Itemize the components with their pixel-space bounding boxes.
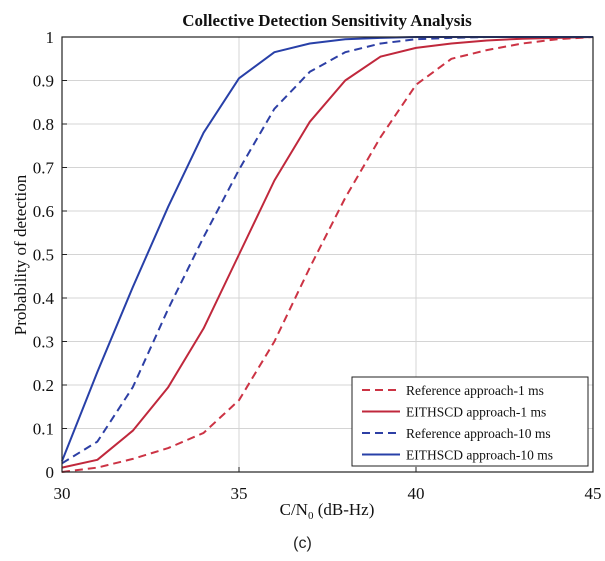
- legend-label-1: Reference approach-1 ms: [406, 383, 544, 398]
- x-tick-label: 45: [585, 484, 602, 503]
- legend: Reference approach-1 ms EITHSCD approach-…: [351, 376, 589, 467]
- x-axis-label-main: C/N: [280, 500, 308, 519]
- y-tick-label: 0.6: [33, 202, 54, 221]
- legend-label-3: Reference approach-10 ms: [406, 426, 551, 441]
- x-tick-label: 30: [54, 484, 71, 503]
- y-axis-label: Probability of detection: [11, 174, 30, 335]
- y-tick-label: 0.2: [33, 376, 54, 395]
- y-tick-label: 0.9: [33, 72, 54, 91]
- line-chart: 30 35 40 45 0 0.1 0.2 0.3 0.4 0.5 0.6 0.7 0.8 0.9 1 C…: [11, 11, 602, 522]
- x-tick-label: 40: [408, 484, 425, 503]
- chart-title: Collective Detection Sensitivity Analysi…: [182, 11, 472, 30]
- x-axis-label-unit: (dB-Hz): [313, 500, 374, 519]
- y-tick-label: 0.5: [33, 246, 54, 265]
- legend-box: [351, 376, 589, 467]
- x-tick-label: 35: [231, 484, 248, 503]
- y-tick-label: 0.1: [33, 420, 54, 439]
- y-tick-label: 0.4: [33, 289, 55, 308]
- series-line-1: [61, 36, 594, 473]
- y-tick-label: 0.3: [33, 333, 54, 352]
- y-tick-labels: 0 0.1 0.2 0.3 0.4 0.5 0.6 0.7 0.8 0.9 1: [33, 28, 55, 482]
- series-line-3: [61, 36, 593, 465]
- y-tick-label: 1: [46, 28, 55, 47]
- figure-caption: (c): [293, 535, 312, 552]
- y-tick-label: 0.8: [33, 115, 54, 134]
- y-tick-label: 0: [46, 463, 55, 482]
- x-tick-labels: 30 35 40 45: [54, 484, 602, 503]
- x-axis-label-subscript: 0: [308, 510, 314, 522]
- legend-label-4: EITHSCD approach-10 ms: [406, 448, 553, 463]
- series-line-2: [61, 36, 594, 469]
- x-axis-label: C/N0 (dB-Hz): [280, 500, 375, 522]
- y-tick-label: 0.7: [33, 159, 55, 178]
- legend-label-2: EITHSCD approach-1 ms: [406, 405, 546, 420]
- plot-frame: [61, 36, 594, 473]
